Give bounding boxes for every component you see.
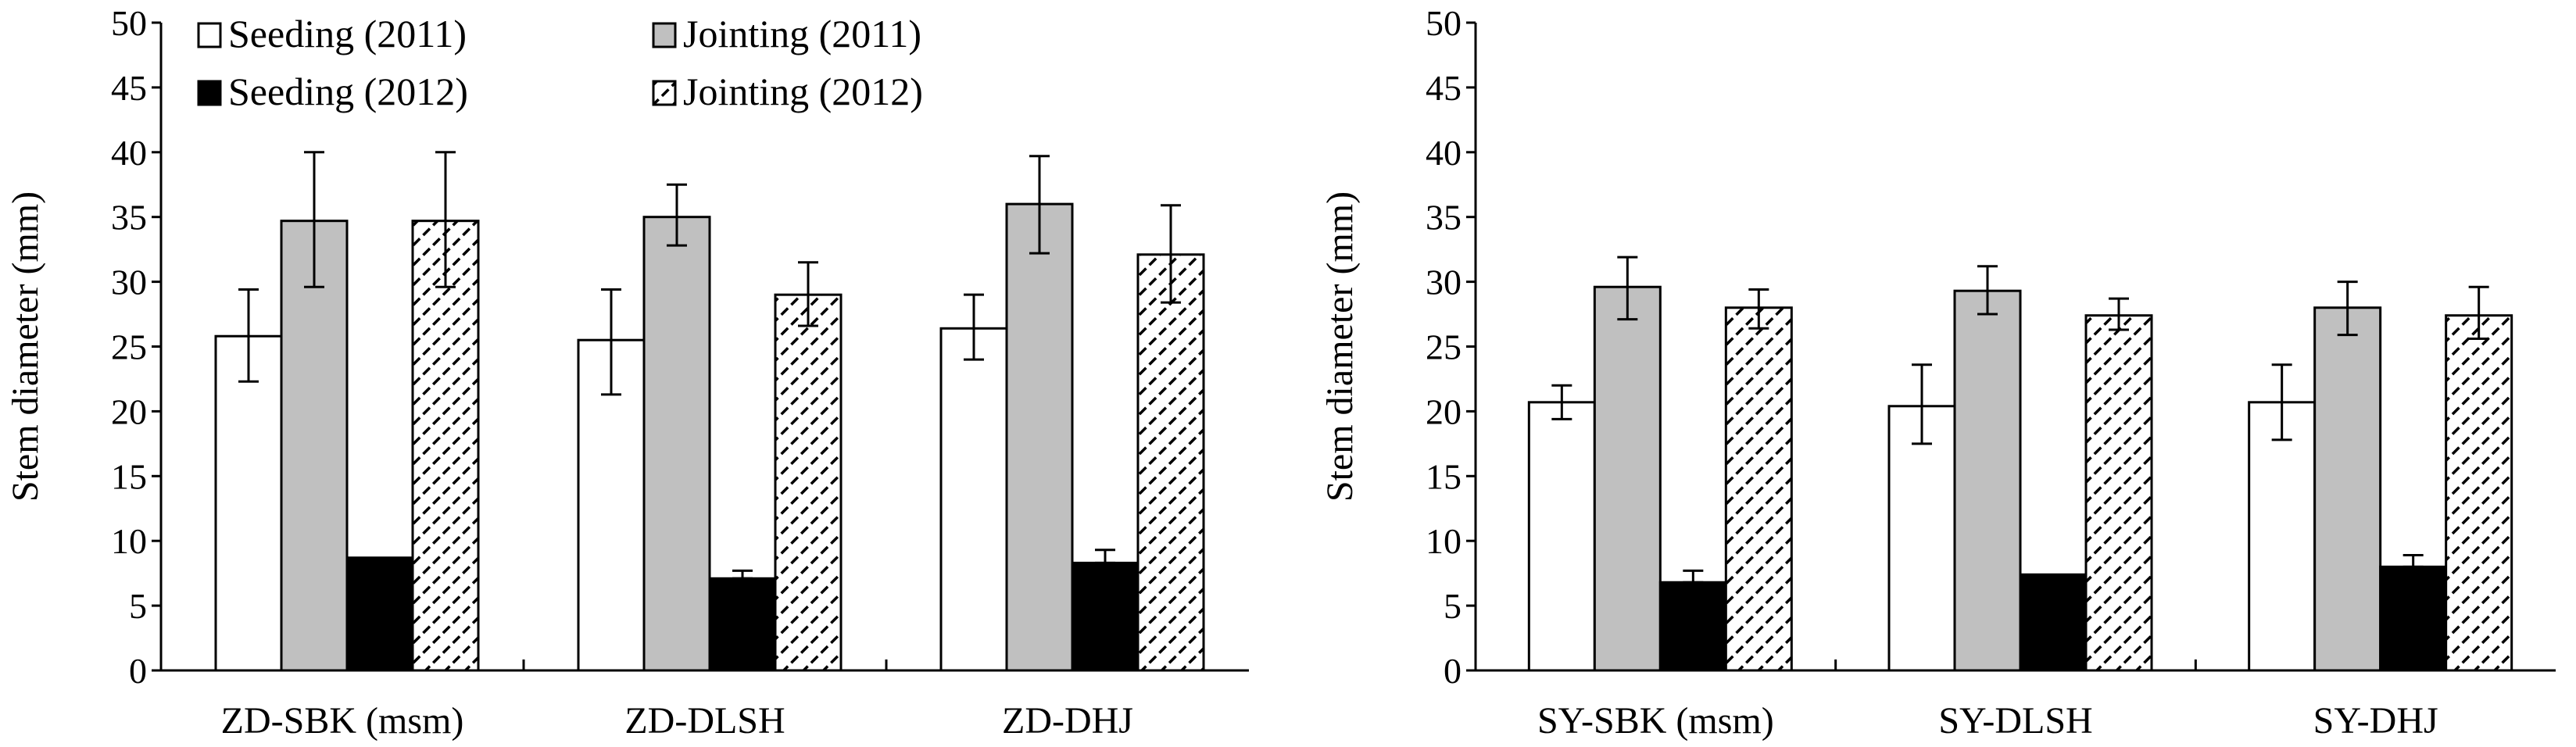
x-tick-label: SY-SBK (msm) xyxy=(1537,700,1774,742)
y-tick-label: 35 xyxy=(111,198,147,238)
y-tick-label: 20 xyxy=(111,391,147,431)
bar-black xyxy=(1071,561,1140,672)
bar-gray xyxy=(1953,289,2022,672)
y-tick-label: 10 xyxy=(1426,521,1462,561)
y-axis-label: Stem diameter (mm) xyxy=(1319,191,1361,502)
y-tick-label: 0 xyxy=(129,651,147,691)
y-tick-label: 45 xyxy=(1426,68,1462,108)
bar-white xyxy=(214,334,283,672)
legend-item: Jointing (2012) xyxy=(652,70,923,113)
y-tick-label: 50 xyxy=(111,3,147,43)
legend-label: Seeding (2012) xyxy=(228,70,468,113)
bar-hatched xyxy=(774,293,843,672)
legend-swatch xyxy=(652,22,677,48)
legend-item: Seeding (2012) xyxy=(197,70,468,113)
y-tick-label: 0 xyxy=(1444,651,1462,691)
bar-hatched xyxy=(1724,306,1793,672)
legend-swatch xyxy=(652,80,677,106)
y-tick-label: 15 xyxy=(111,456,147,496)
bar-black xyxy=(1658,581,1727,672)
legend-swatch xyxy=(197,80,222,106)
bar-white xyxy=(1887,405,1956,672)
y-tick-label: 5 xyxy=(1444,586,1462,626)
bar-gray xyxy=(1005,202,1074,672)
bar-gray xyxy=(642,216,711,672)
legend-item: Jointing (2011) xyxy=(652,12,921,55)
y-tick-label: 40 xyxy=(111,133,147,173)
y-tick-label: 25 xyxy=(1426,327,1462,367)
y-tick-label: 10 xyxy=(111,521,147,561)
y-tick-label: 35 xyxy=(1426,198,1462,238)
x-tick-label: SY-DHJ xyxy=(2313,700,2438,742)
y-tick-label: 20 xyxy=(1426,391,1462,431)
bar-hatched xyxy=(1136,253,1205,672)
bar-black xyxy=(2379,565,2448,672)
legend-label: Jointing (2012) xyxy=(683,70,923,113)
y-axis-label: Stem diameter (mm) xyxy=(5,191,46,502)
legend-item: Seeding (2011) xyxy=(197,12,467,55)
bar-black xyxy=(708,577,777,672)
bar-black xyxy=(345,556,414,672)
legend: Seeding (2011) Jointing (2011) Seeding (20… xyxy=(197,12,923,113)
chart-panel-1: 0 5 10 15 20 25 30 35 40 45 50 Stem diameter (mm) ZD… xyxy=(5,3,1249,742)
y-tick-label: 50 xyxy=(1426,3,1462,43)
y-tick-label: 5 xyxy=(129,586,147,626)
bar-hatched xyxy=(2084,314,2153,672)
x-tick-label: ZD-DLSH xyxy=(624,700,785,742)
legend-swatch xyxy=(197,22,222,48)
y-tick-label: 15 xyxy=(1426,456,1462,496)
x-tick-label: ZD-SBK (msm) xyxy=(221,700,464,742)
bar-gray xyxy=(280,220,349,672)
bar-white xyxy=(2248,401,2317,672)
bar-hatched xyxy=(411,220,480,672)
bar-white xyxy=(1527,401,1596,672)
legend-label: Jointing (2011) xyxy=(683,12,921,55)
chart-panel-2: 0 5 10 15 20 25 30 35 40 45 50 Stem diameter (mm) SY… xyxy=(1319,3,2556,742)
y-tick-label: 30 xyxy=(1426,263,1462,302)
x-tick-label: SY-DLSH xyxy=(1938,700,2092,742)
bar-gray xyxy=(2313,306,2382,672)
bar-hatched xyxy=(2445,314,2513,672)
y-tick-label: 25 xyxy=(111,327,147,367)
x-tick-label: ZD-DHJ xyxy=(1002,700,1133,742)
bar-black xyxy=(2019,573,2088,672)
legend-label: Seeding (2011) xyxy=(228,12,467,55)
y-tick-label: 45 xyxy=(111,68,147,108)
bar-white xyxy=(939,327,1008,672)
y-tick-label: 30 xyxy=(111,263,147,302)
bar-gray xyxy=(1593,285,1662,672)
y-tick-label: 40 xyxy=(1426,133,1462,173)
